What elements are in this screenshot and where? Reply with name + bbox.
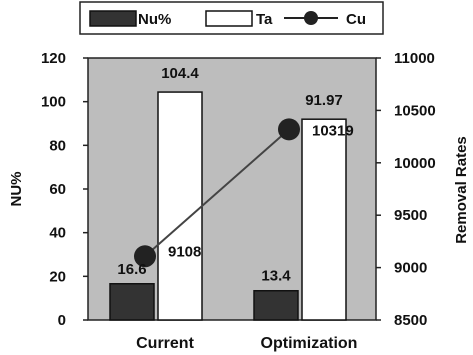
x-tick-label: Current xyxy=(136,335,194,352)
y-tick-label: 100 xyxy=(41,94,66,111)
legend-label-cu: Cu xyxy=(346,11,366,28)
x-tick-label: Optimization xyxy=(261,335,358,352)
data-label-nu: 13.4 xyxy=(261,268,291,285)
y2-axis-title: Removal Rates xyxy=(453,136,470,244)
legend-label-ta: Ta xyxy=(256,11,273,28)
legend-label-nu: Nu% xyxy=(138,11,171,28)
y2-tick-label: 9500 xyxy=(394,207,427,224)
data-label-nu: 16.6 xyxy=(117,261,146,278)
point-cu xyxy=(134,245,156,268)
y-tick-label: 0 xyxy=(58,312,66,329)
y2-tick-label: 10500 xyxy=(394,102,436,119)
bar-ta xyxy=(301,118,347,321)
data-label-cu: 9108 xyxy=(168,243,201,260)
y2-tick-label: 11000 xyxy=(394,50,435,67)
y-tick-label: 40 xyxy=(49,225,66,242)
y-tick-label: 60 xyxy=(49,181,66,198)
y-axis-title: NU% xyxy=(8,171,25,206)
legend-swatch-ta xyxy=(205,10,253,27)
legend: Nu% Ta Cu xyxy=(79,1,384,35)
y-tick-label: 20 xyxy=(49,268,66,285)
y2-tick-label: 10000 xyxy=(394,155,436,172)
y2-tick-label: 8500 xyxy=(394,312,427,329)
data-label-cu: 10319 xyxy=(312,122,354,139)
legend-swatch-nu xyxy=(89,10,137,27)
y-tick-label: 120 xyxy=(41,50,66,67)
bar-ta xyxy=(157,91,203,321)
legend-marker-cu xyxy=(304,11,318,25)
data-label-ta: 104.4 xyxy=(161,65,199,82)
bar-nu xyxy=(109,283,155,321)
y2-tick-label: 9000 xyxy=(394,260,427,277)
series-line-cu xyxy=(144,128,290,258)
bar-nu xyxy=(253,289,299,321)
y-tick-label: 80 xyxy=(49,137,66,154)
data-label-ta: 91.97 xyxy=(305,92,343,109)
point-cu xyxy=(278,118,300,141)
